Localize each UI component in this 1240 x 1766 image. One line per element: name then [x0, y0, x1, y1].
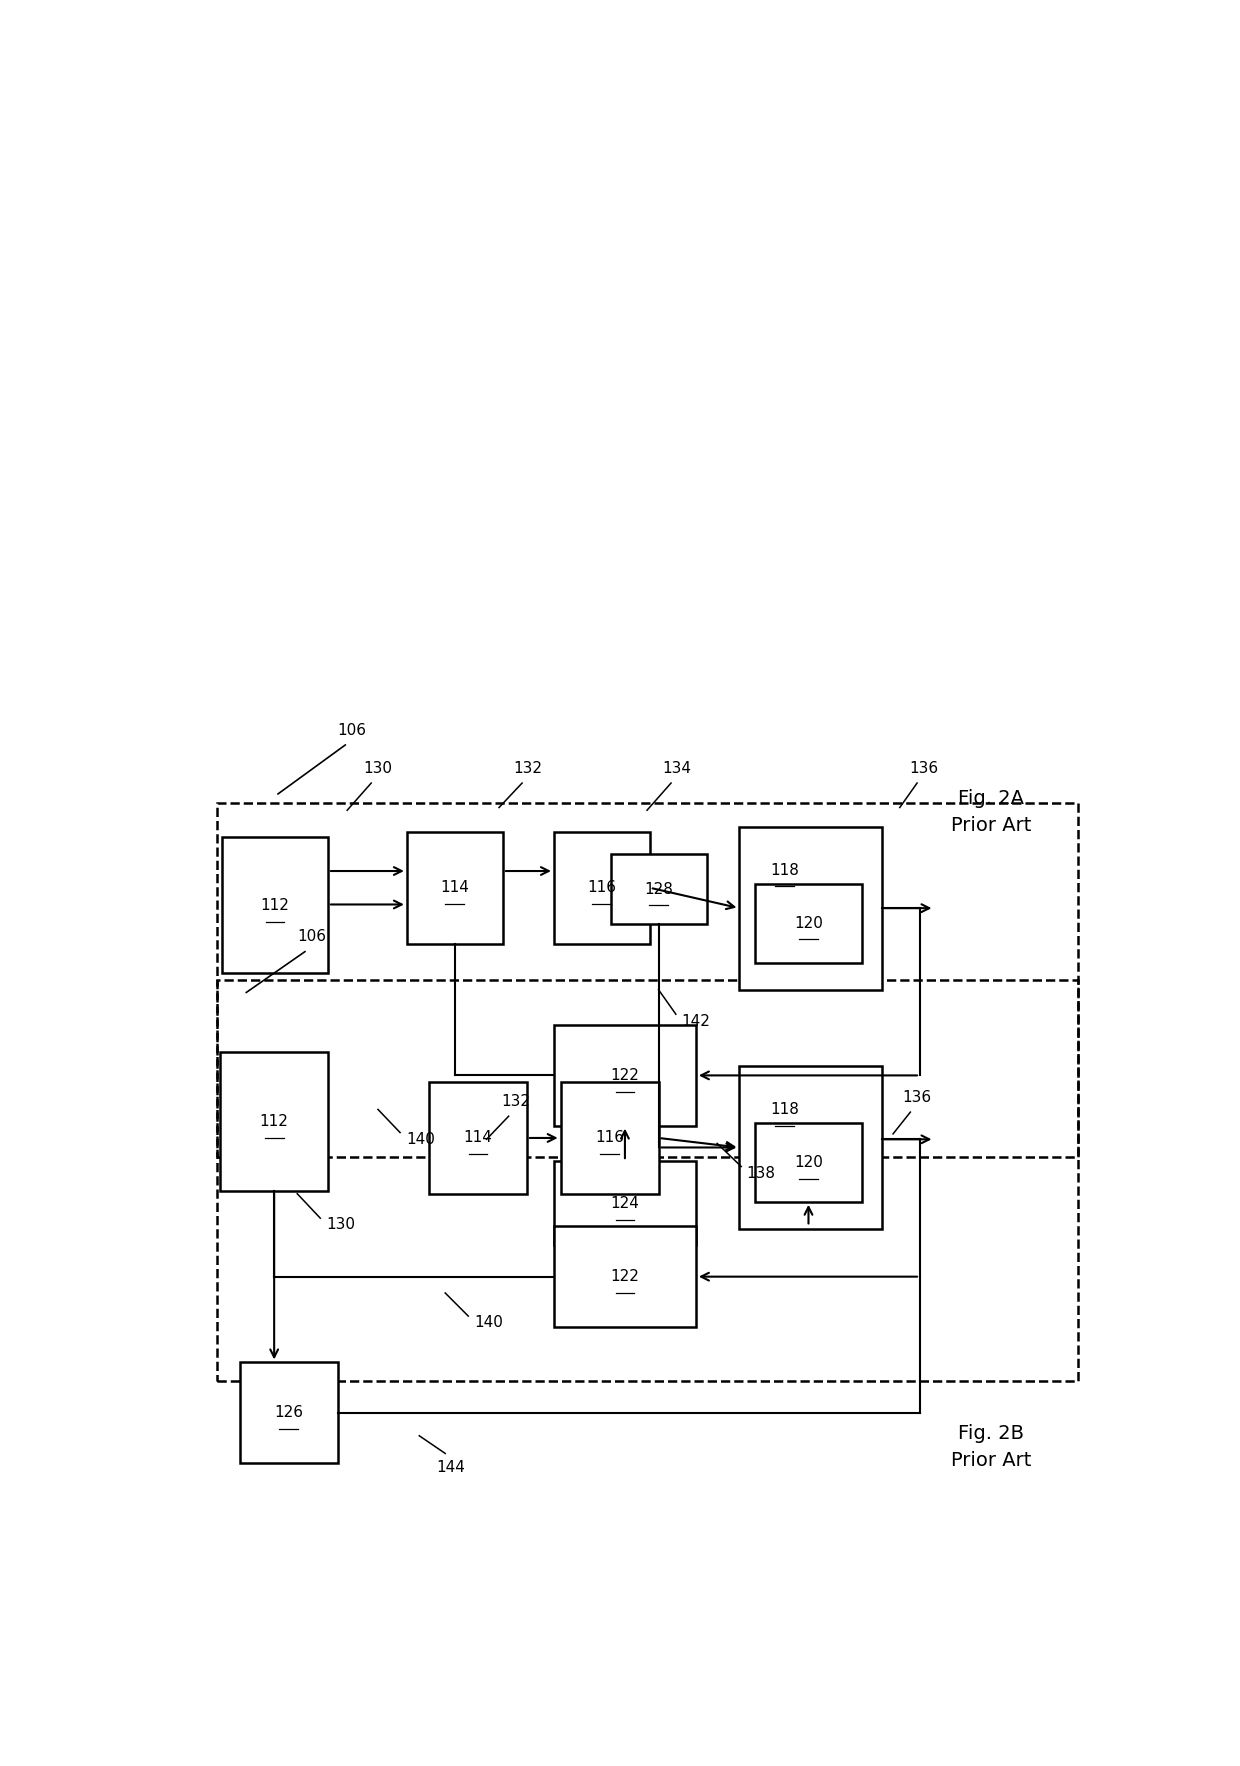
Text: 130: 130 — [326, 1217, 355, 1233]
Bar — [222, 837, 327, 973]
Text: 128: 128 — [644, 881, 673, 897]
Bar — [239, 1362, 337, 1462]
Text: 136: 136 — [903, 1090, 931, 1106]
Bar — [554, 1024, 696, 1125]
Text: 114: 114 — [464, 1130, 492, 1146]
Text: 134: 134 — [662, 761, 692, 777]
Text: 120: 120 — [794, 915, 823, 931]
Text: 136: 136 — [909, 761, 939, 777]
Text: 118: 118 — [770, 1102, 799, 1116]
Bar — [429, 1083, 527, 1194]
Text: 112: 112 — [259, 1114, 289, 1128]
Text: 112: 112 — [260, 897, 290, 913]
Bar — [560, 1083, 658, 1194]
Text: 122: 122 — [610, 1068, 640, 1083]
Bar — [407, 832, 503, 943]
Text: 114: 114 — [440, 879, 469, 895]
Bar — [739, 826, 882, 989]
Text: 116: 116 — [595, 1130, 624, 1146]
Bar — [755, 1123, 862, 1203]
Bar — [739, 1067, 882, 1229]
Text: 118: 118 — [770, 862, 799, 878]
Text: 122: 122 — [610, 1270, 640, 1284]
Text: Fig. 2A: Fig. 2A — [959, 789, 1024, 807]
Text: Fig. 2B: Fig. 2B — [959, 1423, 1024, 1443]
Text: 138: 138 — [746, 1166, 775, 1181]
Bar — [217, 804, 1078, 1157]
Text: 140: 140 — [407, 1132, 435, 1146]
Text: 132: 132 — [513, 761, 542, 777]
Text: 106: 106 — [337, 722, 367, 738]
Text: 144: 144 — [436, 1460, 465, 1475]
Text: 124: 124 — [610, 1196, 640, 1211]
Bar — [554, 832, 650, 943]
Bar — [221, 1053, 327, 1190]
Text: 116: 116 — [588, 879, 616, 895]
Bar — [554, 1226, 696, 1326]
Bar — [610, 853, 707, 924]
Bar — [217, 980, 1078, 1381]
Text: 126: 126 — [274, 1406, 303, 1420]
Text: 132: 132 — [501, 1095, 529, 1109]
Bar — [755, 883, 862, 962]
Text: 142: 142 — [682, 1014, 711, 1028]
Bar — [554, 1160, 696, 1245]
Text: 120: 120 — [794, 1155, 823, 1169]
Text: 106: 106 — [298, 929, 326, 943]
Text: 140: 140 — [474, 1316, 503, 1330]
Text: 130: 130 — [363, 761, 392, 777]
Text: Prior Art: Prior Art — [951, 816, 1032, 835]
Text: Prior Art: Prior Art — [951, 1450, 1032, 1469]
